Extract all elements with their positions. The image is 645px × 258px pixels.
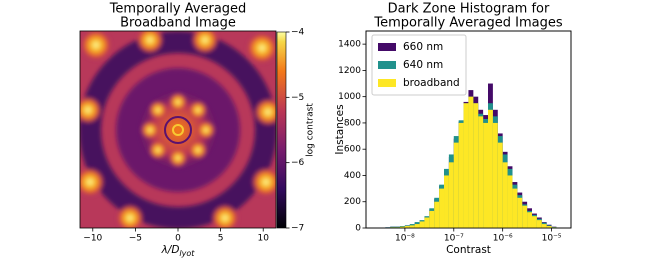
colorbar — [276, 31, 287, 229]
histogram-bar — [424, 217, 430, 228]
y-tick-label: 200 — [344, 197, 361, 207]
colorbar-label: log contrast — [306, 103, 316, 157]
histogram-bar — [483, 122, 489, 228]
image — [80, 31, 276, 228]
legend-label: 660 nm — [403, 41, 443, 53]
x-tick-label: 10⁻⁶ — [493, 234, 513, 244]
x-tick-label: −10 — [83, 234, 102, 244]
histogram-bar — [541, 224, 547, 228]
histogram-bar — [419, 221, 425, 228]
x-tick-label: 0 — [175, 234, 181, 244]
x-tick-label: −5 — [129, 234, 142, 244]
chart-title: Dark Zone Histogram for — [388, 2, 550, 17]
x-tick-label: 10⁻⁸ — [395, 234, 415, 244]
histogram-bar — [527, 212, 532, 228]
histogram-bar — [492, 122, 498, 228]
legend-label: 640 nm — [403, 59, 443, 71]
histogram-bar — [502, 162, 508, 228]
histogram-bar — [531, 216, 537, 228]
histogram-bar — [414, 224, 420, 228]
histogram-bar — [390, 226, 396, 228]
histogram-bar — [395, 226, 401, 228]
histogram-bar — [453, 142, 459, 228]
x-axis-label: Contrast — [446, 244, 491, 256]
colorbar-tick-label: −4 — [291, 28, 305, 38]
x-axis-label-main: λ/D — [161, 244, 180, 256]
chart-title: Broadband Image — [120, 16, 236, 31]
histogram-bar — [429, 210, 435, 228]
y-tick-label: 1200 — [338, 66, 361, 76]
colorbar-tick-label: −7 — [291, 224, 304, 234]
histogram-bar — [444, 175, 449, 228]
histogram-bar — [478, 116, 484, 228]
chart-title: Temporally Averaged — [109, 2, 247, 17]
histogram-bar — [434, 201, 440, 228]
legend-label: broadband — [403, 77, 460, 89]
histogram-bar — [473, 103, 479, 228]
histogram-bar — [439, 188, 445, 228]
histogram-bar — [522, 205, 528, 228]
x-tick-label: 5 — [218, 234, 224, 244]
histogram-bar — [468, 96, 474, 229]
x-tick-label: 10⁻⁵ — [542, 234, 562, 244]
histogram-bar — [546, 226, 552, 228]
y-tick-label: 1400 — [338, 40, 361, 50]
x-axis-label-sub: lyot — [179, 249, 195, 258]
y-tick-label: 0 — [355, 224, 361, 234]
x-tick-label: 10 — [257, 234, 269, 244]
x-tick-label: 10⁻⁷ — [444, 234, 464, 244]
histogram-bar — [463, 103, 469, 228]
x-axis-label: λ/Dlyot — [161, 244, 196, 258]
y-tick-label: 800 — [344, 118, 361, 128]
y-tick-label: 600 — [344, 145, 361, 155]
y-tick-label: 400 — [344, 171, 361, 181]
axes-frame — [365, 30, 572, 229]
histogram-bar — [507, 175, 513, 228]
legend-swatch — [378, 61, 396, 69]
histogram-bar — [517, 197, 523, 228]
histogram-bar — [497, 142, 503, 228]
y-tick-label: 1000 — [338, 92, 361, 102]
histogram-bar — [400, 226, 405, 228]
chart-title: Temporally Averaged Images — [373, 16, 562, 31]
histogram-bar — [536, 220, 542, 228]
histogram-bar — [409, 225, 415, 228]
y-axis-label: Instances — [334, 104, 346, 154]
legend-swatch — [378, 43, 396, 51]
histogram-bar — [404, 226, 410, 228]
colorbar-tick-label: −6 — [291, 158, 305, 168]
histogram-bar — [458, 122, 464, 228]
legend-swatch — [378, 79, 396, 87]
histogram-bar — [512, 188, 518, 228]
colorbar-tick-label: −5 — [291, 93, 304, 103]
histogram-bar — [448, 162, 454, 228]
histogram-bar — [488, 109, 493, 228]
